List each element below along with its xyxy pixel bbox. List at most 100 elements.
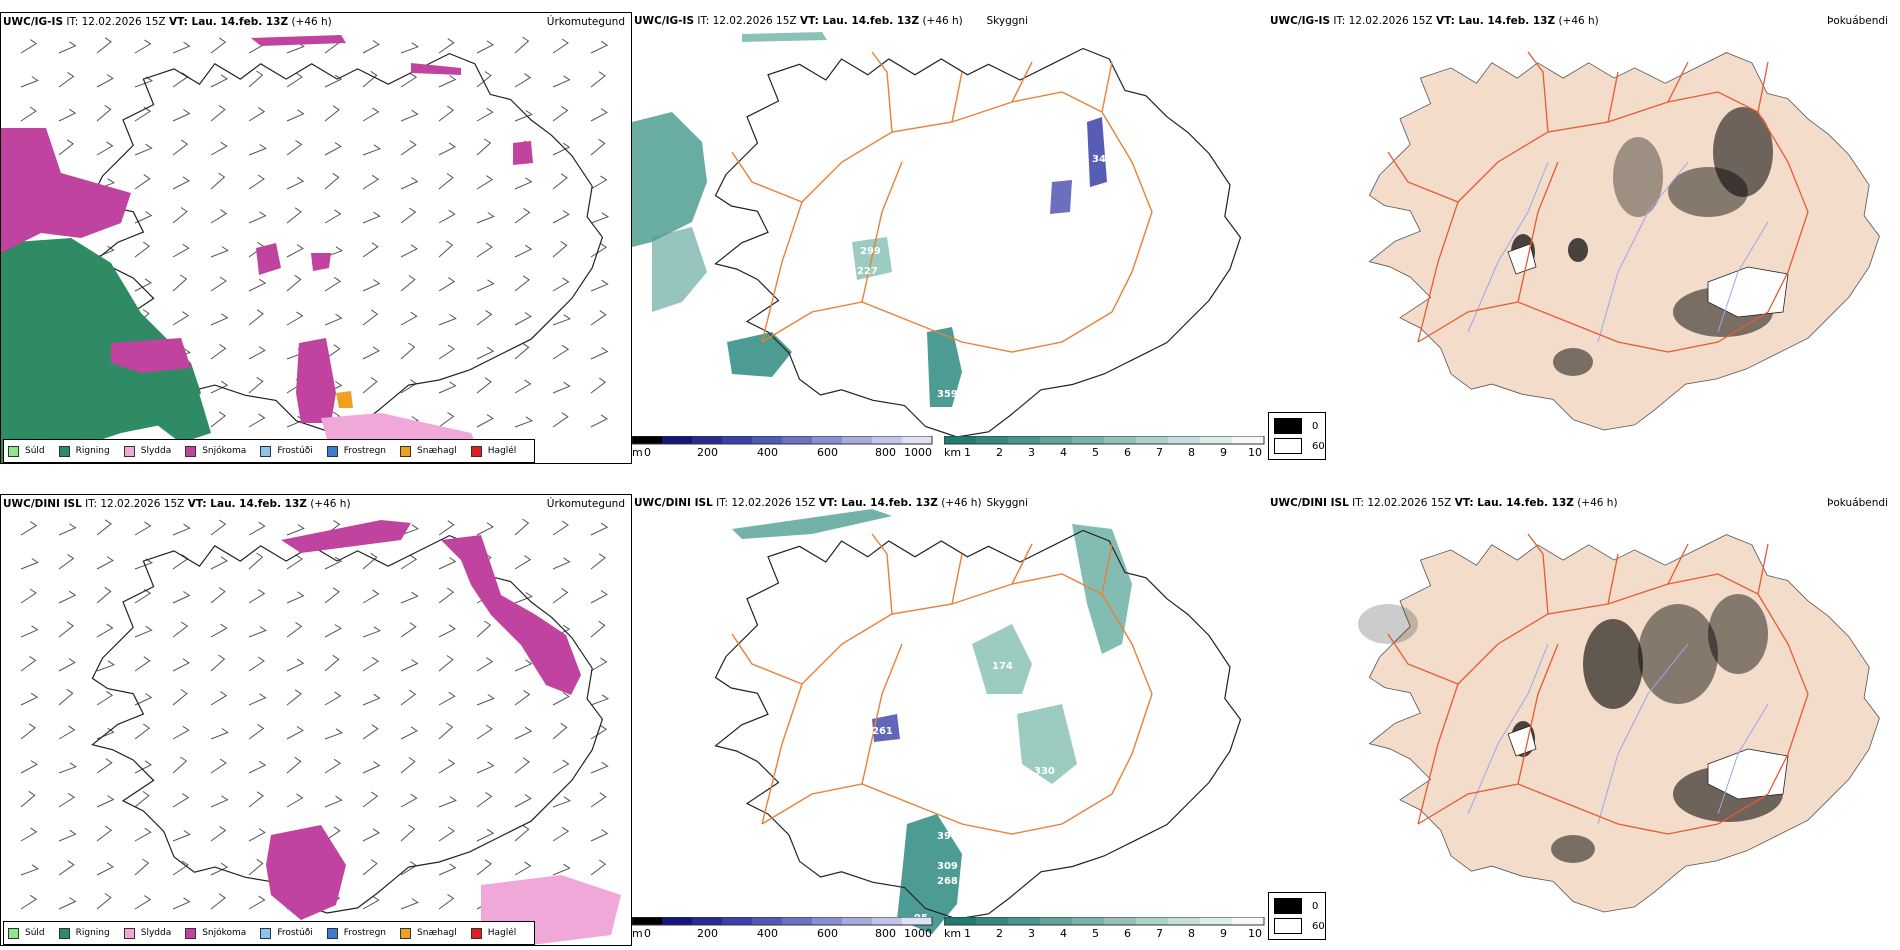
wind-barb [286, 726, 304, 740]
wind-barb [590, 553, 606, 570]
road [951, 553, 963, 605]
wind-barb [438, 863, 457, 876]
rain-area-sw [91, 343, 211, 443]
snow-area-north [281, 520, 411, 553]
wind-barb [362, 279, 381, 292]
ceiling-label: 268 [937, 876, 958, 887]
ceiling-tick: 400 [757, 446, 778, 459]
roads [1387, 51, 1809, 353]
wind-barb [324, 691, 342, 706]
wind-barb [476, 212, 495, 224]
legend-item-slydda: Slydda [123, 445, 171, 457]
wind-barb [476, 657, 494, 672]
wind-barb [476, 859, 492, 876]
wind-barb [590, 620, 606, 638]
river [1597, 643, 1689, 825]
wind-barb [590, 377, 607, 394]
wind-barb [514, 244, 533, 258]
ceiling-tick: 400 [757, 927, 778, 940]
wind-barb [476, 175, 494, 190]
cloud-area-inland [972, 624, 1032, 694]
wind-barb [286, 207, 302, 224]
wind-barb [590, 657, 608, 672]
wind-barb [58, 860, 75, 876]
wind-barb [286, 72, 303, 88]
panel-title: UWC/IG-IS IT: 12.02.2026 15Z VT: Lau. 14… [3, 16, 332, 28]
wind-barb [476, 620, 492, 638]
wind-barb [324, 654, 340, 672]
wind-barb [476, 242, 493, 258]
wind-barb [400, 109, 419, 122]
legend-swatch [326, 445, 338, 457]
cloud-area-south [927, 327, 962, 407]
wind-barb [248, 693, 267, 706]
road [1767, 753, 1789, 795]
wind-barb [58, 139, 74, 156]
wind-barb [590, 347, 609, 360]
wind-barb [248, 346, 266, 360]
wind-barb [438, 691, 456, 706]
wind-barb [172, 658, 190, 672]
wind-barb [362, 626, 381, 638]
wind-barb [324, 728, 343, 740]
wind-barb [362, 724, 379, 740]
wind-barb [552, 557, 571, 570]
wind-barb [134, 106, 152, 122]
wind-barb [362, 174, 380, 190]
wind-barb [96, 623, 114, 638]
ceiling-label: 159 [944, 248, 965, 259]
wind-barb [58, 621, 74, 638]
wind-barb [248, 144, 267, 156]
wind-barb [286, 176, 305, 190]
legend-item-rigning: Rigning [58, 927, 110, 939]
wind-barb [476, 791, 493, 808]
wind-barb [248, 278, 267, 292]
wind-barb [96, 141, 114, 156]
fog-scale-bottom: 60 [1274, 438, 1325, 454]
ceiling-label: 170 [950, 726, 971, 737]
road [761, 783, 1113, 835]
wind-barb [172, 523, 191, 536]
wind-barb [514, 207, 531, 224]
wind-barb [96, 862, 114, 876]
legend-swatch [260, 927, 272, 939]
wind-barb [514, 73, 532, 88]
fog-map-1 [1368, 51, 1880, 431]
visibility-tick: 9 [1220, 446, 1227, 459]
wind-barb [438, 142, 456, 156]
legend-item-haglel: Haglél [470, 445, 516, 457]
wind-barb [286, 311, 304, 326]
wind-barb [590, 859, 607, 876]
wind-barb [514, 555, 532, 570]
wind-barb [96, 660, 115, 672]
wind-barb [400, 244, 418, 258]
wind-barb [552, 173, 568, 190]
wind-barb [476, 279, 495, 292]
wind-barb [476, 522, 494, 536]
wind-barb [590, 522, 609, 536]
cloud-area-north [732, 509, 892, 539]
snow-area-ne [411, 63, 461, 75]
visibility-tick: 10 [1248, 927, 1262, 940]
ceiling-label: 351 [1036, 791, 1057, 802]
roads [1387, 533, 1809, 835]
wind-barb [438, 277, 456, 292]
wind-barb [438, 520, 455, 536]
legend-swatch [470, 445, 482, 457]
rivers [1467, 643, 1769, 825]
wind-barb [172, 756, 188, 774]
wind-barb [20, 827, 38, 842]
wind-barb [58, 590, 77, 604]
wind-barb [400, 42, 419, 54]
panel-title: UWC/IG-IS IT: 12.02.2026 15Z VT: Lau. 14… [1270, 15, 1599, 27]
wind-barb [514, 312, 532, 326]
road-network [731, 51, 1153, 353]
wind-barb [210, 141, 228, 156]
iceland-outline [714, 529, 1242, 920]
wind-barb [210, 654, 226, 672]
visibility-tick: 1 [964, 446, 971, 459]
wind-barb [172, 274, 188, 292]
wind-barb [362, 552, 378, 570]
ceiling-labels: 38536017417026133035139630926895 [872, 626, 1205, 924]
ceiling-colorbar-gradient [632, 436, 933, 445]
